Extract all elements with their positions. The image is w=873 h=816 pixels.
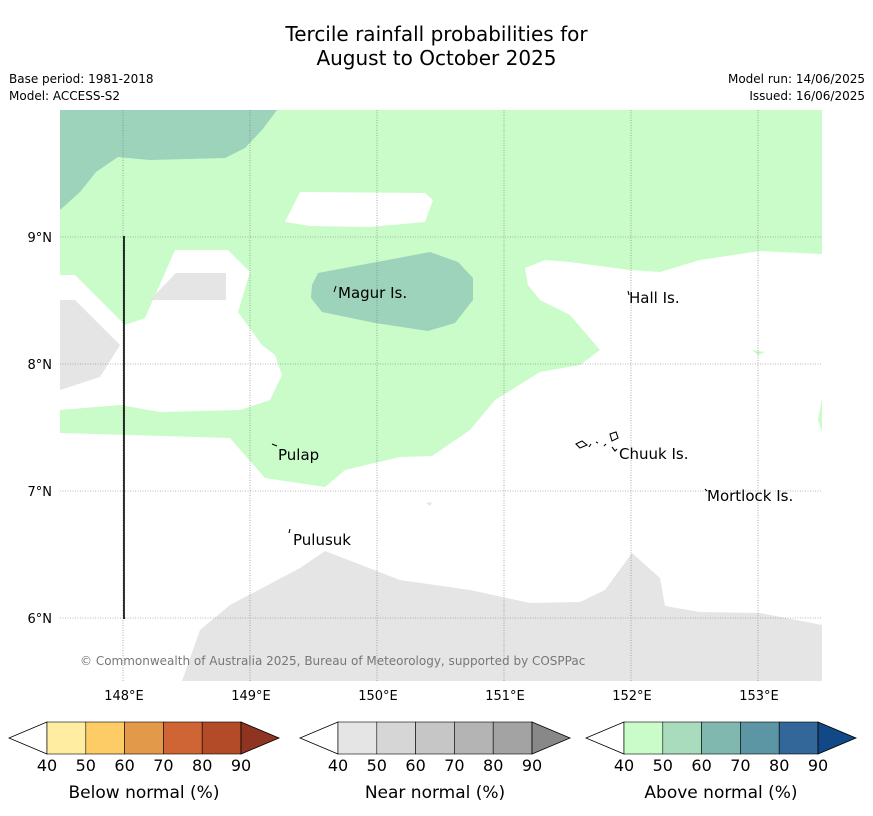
map-title: Tercile rainfall probabilities for Augus… (0, 22, 873, 70)
colorbar-below-swatch (124, 721, 164, 755)
lat-label: 7°N (28, 485, 53, 500)
title-line-2: August to October 2025 (316, 46, 557, 70)
colorbar-near-tick-label: 40 (328, 756, 348, 775)
place-label-pulap: Pulap (278, 446, 319, 464)
colorbar-above-low-extend (584, 721, 625, 755)
chuuk-island-shape (575, 431, 619, 452)
graticule (60, 110, 822, 681)
place-label-magur: Magur Is. (338, 284, 407, 302)
colorbar-below-tick-label: 80 (192, 756, 212, 775)
colorbar-below-tick-label: 60 (114, 756, 134, 775)
base-period: Base period: 1981-2018 (9, 72, 154, 86)
colorbar-near-swatch (415, 721, 455, 755)
island-markers (271, 285, 708, 534)
lat-label: 6°N (28, 612, 53, 627)
near-normal-speck (426, 502, 432, 506)
longitude-labels: 148°E 149°E 150°E 151°E 152°E 153°E (104, 689, 779, 704)
colorbar-near-low-extend (298, 721, 339, 755)
colorbar-below-high-extend (240, 721, 281, 755)
place-label-chuuk: Chuuk Is. (619, 445, 688, 463)
issued-date: Issued: 16/06/2025 (749, 89, 865, 103)
colorbar-below-normal: 40 50 60 70 80 90 Below normal (%) (7, 721, 281, 803)
colorbar-below-swatch (85, 721, 125, 755)
lon-label: 148°E (104, 689, 144, 704)
colorbar-above-swatch (662, 721, 702, 755)
lon-label: 151°E (485, 689, 525, 704)
colorbar-near-swatch (376, 721, 416, 755)
colorbar-below-swatch (163, 721, 203, 755)
colorbar-below-swatch (46, 721, 87, 755)
colorbar-below-tick-label: 40 (37, 756, 57, 775)
model-run: Model run: 14/06/2025 (727, 72, 865, 86)
lat-label: 8°N (28, 358, 53, 373)
pulusuk-island-shape (288, 528, 291, 534)
no-dominant-north-hole (285, 192, 433, 227)
lon-label: 149°E (231, 689, 271, 704)
place-label-pulusuk: Pulusuk (293, 531, 351, 549)
above-normal-east-sliver (818, 398, 822, 432)
latitude-labels: 9°N 8°N 7°N 6°N (28, 231, 53, 627)
no-dominant-west-region (60, 250, 282, 412)
colorbar-near-high-extend (531, 721, 572, 755)
colorbar-above-tick-label: 70 (730, 756, 750, 775)
colorbar-above-label: Above normal (%) (644, 783, 797, 803)
map-area (60, 110, 822, 681)
colorbar-above-high-extend (817, 721, 858, 755)
magur-island-shape (333, 285, 337, 293)
colorbar-below-tick-label: 90 (231, 756, 251, 775)
colorbar-near-swatch (337, 721, 378, 755)
colorbar-above-tick-label: 40 (614, 756, 634, 775)
lon-label: 150°E (358, 689, 398, 704)
lon-label: 153°E (739, 689, 779, 704)
colorbar-above-swatch (740, 721, 780, 755)
meta-left: Base period: 1981-2018 Model: ACCESS-S2 (9, 71, 154, 105)
colorbar-near-tick-label: 80 (483, 756, 503, 775)
colorbar-below-label: Below normal (%) (69, 783, 220, 803)
colorbar-above-tick-label: 60 (691, 756, 711, 775)
colorbar-above-tick-label: 90 (808, 756, 828, 775)
colorbar-below-swatch (201, 721, 242, 755)
pulap-island-shape (271, 443, 278, 447)
colorbar-above-normal: 40 50 60 70 80 90 Above normal (%) (584, 721, 858, 803)
place-label-hall: Hall Is. (629, 289, 680, 307)
colorbar-near-swatch (492, 721, 533, 755)
colorbar-near-tick-label: 70 (444, 756, 464, 775)
above-normal-50-60-northwest (60, 110, 277, 210)
colorbar-near-swatch (454, 721, 494, 755)
colorbar-near-label: Near normal (%) (365, 783, 505, 803)
model-name: Model: ACCESS-S2 (9, 89, 121, 103)
place-label-mortlock: Mortlock Is. (707, 487, 793, 505)
colorbar-above-swatch (623, 721, 664, 755)
above-normal-50-60-magur (311, 252, 473, 331)
copyright-notice: © Commonwealth of Australia 2025, Bureau… (80, 654, 585, 668)
colorbar-near-tick-label: 60 (405, 756, 425, 775)
title-line-1: Tercile rainfall probabilities for (285, 22, 588, 46)
meta-right: Model run: 14/06/2025 Issued: 16/06/2025 (728, 71, 865, 105)
colorbar-near-normal: 40 50 60 70 80 90 Near normal (%) (298, 721, 572, 803)
colorbar-below-tick-label: 70 (153, 756, 173, 775)
colorbar-below-tick-label: 50 (76, 756, 96, 775)
lon-label: 152°E (612, 689, 652, 704)
colorbar-above-swatch (701, 721, 741, 755)
above-normal-speck (752, 350, 765, 355)
colorbar-near-tick-label: 90 (522, 756, 542, 775)
mortlock-island-shape (704, 488, 708, 492)
near-normal-south-region (182, 551, 822, 681)
colorbar-below-low-extend (7, 721, 48, 755)
colorbar-above-tick-label: 50 (653, 756, 673, 775)
hall-island-shape (627, 290, 630, 296)
colorbar-near-tick-label: 50 (367, 756, 387, 775)
near-normal-west-patch (150, 273, 226, 300)
lat-label: 9°N (28, 231, 53, 246)
near-normal-west-region (60, 300, 120, 390)
colorbar-above-swatch (778, 721, 819, 755)
colorbar-above-tick-label: 80 (769, 756, 789, 775)
